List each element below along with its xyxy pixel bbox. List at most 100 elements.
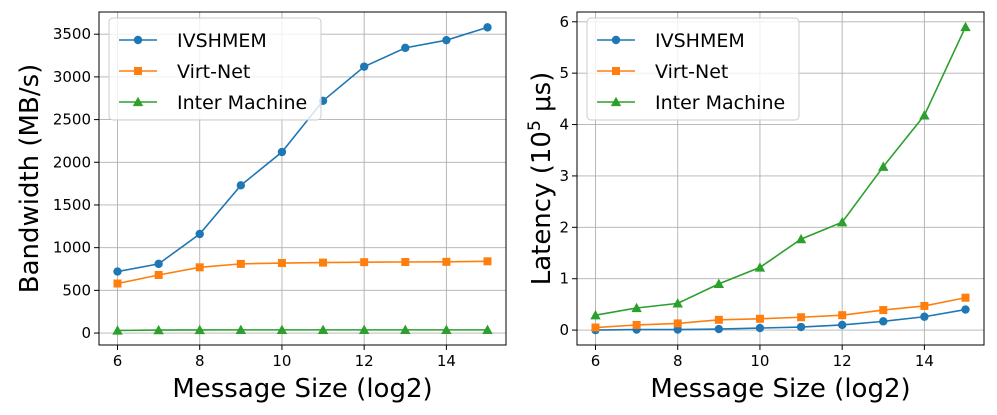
x-tick-label: 6 — [591, 352, 601, 370]
data-point — [673, 325, 682, 334]
data-point — [112, 325, 123, 335]
x-tick-label: 6 — [113, 352, 123, 370]
legend-box — [108, 17, 322, 121]
data-point — [317, 324, 329, 335]
legend-marker — [134, 67, 142, 75]
data-point — [400, 324, 411, 335]
legend-marker — [132, 96, 144, 107]
data-point — [359, 62, 369, 71]
series-ivshmem — [591, 305, 970, 335]
x-tick-label: 14 — [437, 352, 456, 370]
data-point — [796, 322, 806, 332]
legend-marker — [611, 35, 621, 45]
legend: IVSHMEM Virt-Net Inter Machine — [586, 17, 800, 121]
series-line — [595, 308, 966, 331]
data-point — [277, 259, 286, 268]
data-point — [360, 258, 369, 267]
data-point — [358, 324, 370, 335]
data-point — [919, 110, 930, 120]
legend-marker — [610, 96, 622, 107]
data-point — [235, 324, 247, 335]
x-tick-label: 12 — [355, 352, 374, 370]
x-tick-label: 10 — [272, 352, 291, 370]
y-tick-label: 3000 — [53, 68, 91, 86]
data-point — [194, 324, 205, 335]
y-tick-label: 5 — [559, 64, 569, 82]
data-point — [113, 267, 122, 276]
data-point — [401, 43, 410, 53]
data-point — [154, 259, 163, 269]
series-virt-net — [113, 257, 492, 288]
y-tick-label: 500 — [62, 281, 91, 299]
data-point — [277, 147, 287, 157]
data-point — [483, 257, 492, 266]
data-point — [920, 301, 929, 310]
data-point — [673, 319, 682, 328]
legend: IVSHMEM Virt-Net Inter Machine — [108, 17, 322, 121]
series-line — [595, 296, 966, 329]
data-point — [879, 317, 888, 326]
plot-frame — [576, 11, 985, 346]
series-virt-net — [591, 293, 970, 332]
data-point — [591, 323, 600, 332]
series-ivshmem — [113, 23, 492, 276]
legend-marker — [133, 35, 143, 45]
data-point — [672, 298, 683, 308]
data-point — [441, 324, 452, 335]
data-point — [714, 315, 723, 324]
y-axis-title: Latency (105 μs) — [525, 72, 557, 286]
data-point — [442, 35, 451, 45]
y-tick-label: 3 — [559, 167, 569, 185]
y-axis-title: Bandwidth (MB/s) — [15, 64, 45, 294]
x-tick-label: 14 — [915, 352, 934, 370]
data-point — [276, 324, 288, 335]
data-point — [795, 233, 807, 244]
legend-label: Virt-Net — [177, 61, 250, 83]
y-tick-label: 2 — [559, 218, 569, 236]
data-point — [754, 262, 766, 272]
data-point — [920, 312, 929, 321]
data-point — [154, 270, 163, 279]
legend-box — [586, 17, 800, 121]
data-point — [236, 181, 246, 190]
legend-label: IVSHMEM — [177, 30, 267, 52]
data-point — [879, 306, 888, 315]
legend-label: IVSHMEM — [655, 30, 745, 52]
plot-frame — [98, 11, 507, 346]
y-axis-title-main: Bandwidth (MB/s) — [15, 64, 45, 294]
series-inter-machine — [590, 21, 971, 320]
x-tick-label: 8 — [195, 352, 205, 370]
series-line — [595, 26, 967, 316]
series-inter-machine — [112, 324, 493, 335]
data-point — [113, 279, 122, 288]
data-point — [236, 259, 245, 268]
series-line — [117, 329, 488, 332]
data-point — [961, 293, 970, 302]
data-point — [838, 311, 847, 320]
data-point — [797, 313, 806, 322]
data-point — [319, 258, 328, 267]
data-point — [483, 23, 492, 32]
data-point — [837, 320, 847, 330]
series-line — [117, 26, 488, 273]
y-tick-label: 1 — [559, 270, 569, 288]
y-tick-label: 2000 — [53, 153, 91, 171]
data-point — [878, 161, 889, 171]
y-tick-label: 0 — [559, 321, 569, 339]
x-tick-label: 10 — [750, 352, 769, 370]
y-tick-label: 0 — [81, 324, 91, 342]
y-axis-title-main: Latency (10 — [527, 131, 557, 285]
legend-label: Inter Machine — [655, 92, 785, 114]
y-tick-label: 1000 — [53, 239, 91, 257]
y-tick-label: 1500 — [53, 196, 91, 214]
data-point — [195, 229, 204, 239]
data-point — [755, 323, 765, 333]
y-axis-title-exponent: 5 — [525, 120, 545, 131]
data-point — [632, 320, 641, 329]
legend-label: Virt-Net — [655, 61, 728, 83]
legend-marker — [612, 67, 620, 75]
data-point — [961, 305, 970, 314]
x-tick-label: 12 — [833, 352, 852, 370]
data-point — [755, 314, 764, 323]
